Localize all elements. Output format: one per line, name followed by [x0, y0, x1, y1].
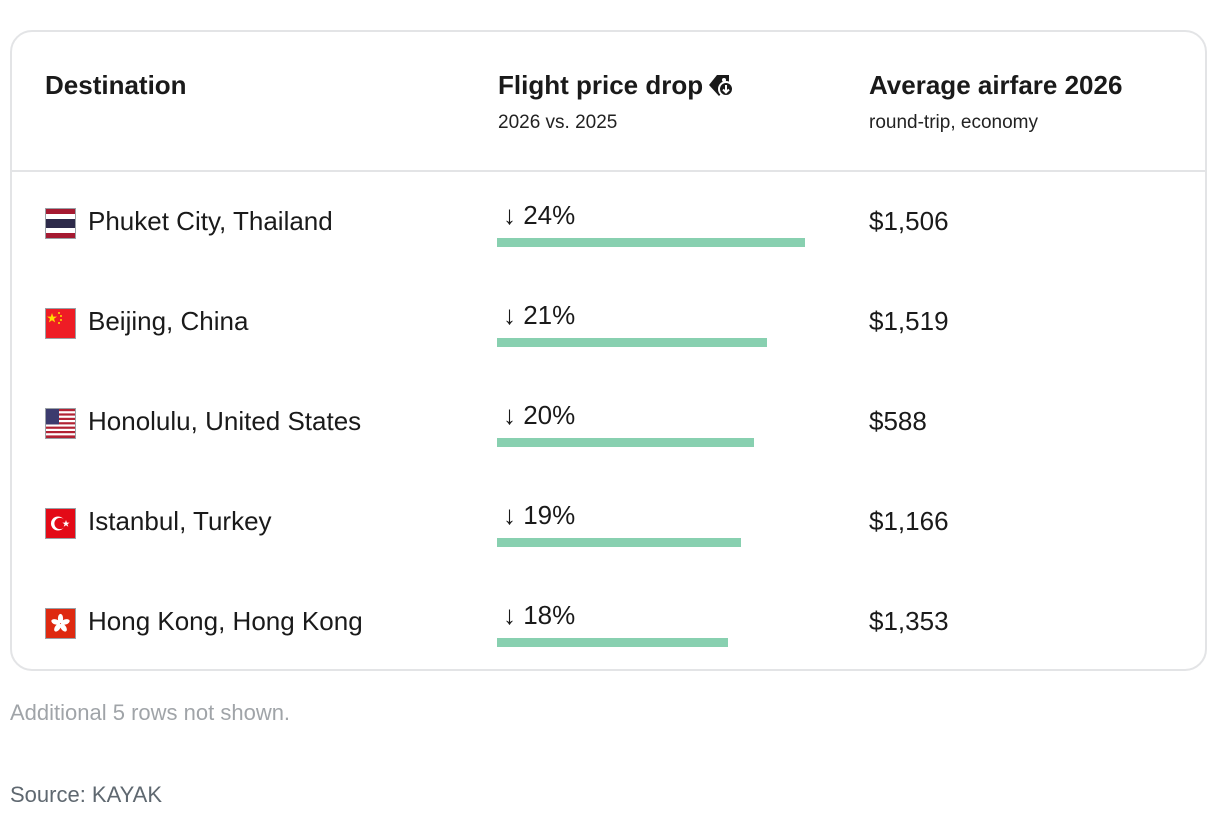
price-drop-value: ↓ 18% — [503, 600, 576, 630]
destination-name: Beijing, China — [88, 306, 249, 336]
price-drop-value: ↓ 24% — [503, 200, 576, 230]
price-drop-bar — [497, 238, 805, 247]
turkey-flag-icon — [45, 508, 76, 539]
destination-name: Istanbul, Turkey — [88, 506, 272, 536]
average-fare: $1,353 — [869, 606, 949, 636]
price-drop-value: ↓ 20% — [503, 400, 576, 430]
header-flight-price-drop: Flight price drop — [498, 70, 735, 105]
average-fare: $1,166 — [869, 506, 949, 536]
average-fare: $1,519 — [869, 306, 949, 336]
hong-kong-flag-icon — [45, 608, 76, 639]
header-fare-subtitle: round-trip, economy — [869, 112, 1038, 133]
average-fare: $588 — [869, 406, 927, 436]
table-row: Honolulu, United States ↓ 20% $588 — [12, 372, 1205, 472]
price-drop-bar — [497, 338, 767, 347]
thailand-flag-icon — [45, 208, 76, 239]
table-row: Istanbul, Turkey ↓ 19% $1,166 — [12, 472, 1205, 572]
united-states-flag-icon — [45, 408, 76, 439]
price-drop-bar — [497, 638, 728, 647]
header-average-airfare: Average airfare 2026 — [869, 70, 1123, 100]
header-drop-subtitle: 2026 vs. 2025 — [498, 112, 618, 133]
source-credit: Source: KAYAK — [10, 782, 163, 807]
table-row: Phuket City, Thailand ↓ 24% $1,506 — [12, 172, 1205, 272]
destination-name: Hong Kong, Hong Kong — [88, 606, 363, 636]
header-destination: Destination — [45, 70, 187, 100]
average-fare: $1,506 — [869, 206, 949, 236]
price-tag-down-icon — [707, 72, 735, 105]
destination-name: Phuket City, Thailand — [88, 206, 333, 236]
table-row: Beijing, China ↓ 21% $1,519 — [12, 272, 1205, 372]
header-drop-label: Flight price drop — [498, 70, 704, 100]
price-drop-bar — [497, 438, 754, 447]
price-drop-value: ↓ 19% — [503, 500, 576, 530]
price-drop-bar — [497, 538, 741, 547]
additional-rows-note: Additional 5 rows not shown. — [10, 700, 291, 725]
table-row: Hong Kong, Hong Kong ↓ 18% $1,353 — [12, 572, 1205, 672]
destination-name: Honolulu, United States — [88, 406, 362, 436]
data-table: Destination Flight price drop 2026 vs. 2… — [10, 30, 1207, 671]
price-drop-value: ↓ 21% — [503, 300, 576, 330]
china-flag-icon — [45, 308, 76, 339]
table-header: Destination Flight price drop 2026 vs. 2… — [12, 32, 1205, 172]
